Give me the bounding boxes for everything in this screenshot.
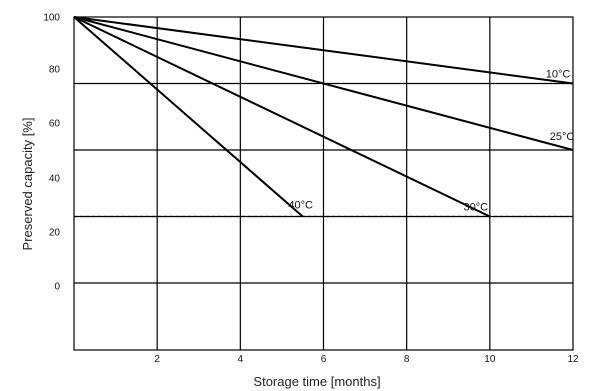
x-tick-label: 10 xyxy=(484,354,496,365)
series-line xyxy=(73,16,574,151)
series-group: 10°C 25°C 30°C 40°C xyxy=(73,16,575,218)
series-label: 30°C xyxy=(464,202,489,214)
x-tick-label: 2 xyxy=(154,354,160,365)
x-tick-label: 6 xyxy=(321,354,327,365)
x-tick-label: 8 xyxy=(404,354,410,365)
y-tick-label: 80 xyxy=(49,65,61,76)
x-tick-label: 12 xyxy=(567,354,579,365)
series-label: 25°C xyxy=(550,131,575,143)
x-tick-label: 4 xyxy=(238,354,244,365)
y-tick-label: 40 xyxy=(49,174,61,185)
y-tick-label: 60 xyxy=(49,119,61,130)
series-label: 40°C xyxy=(288,200,313,212)
y-tick-label: 20 xyxy=(49,228,61,239)
x-axis-label: Storage time [months] xyxy=(253,374,380,389)
series-line xyxy=(73,16,304,218)
y-axis-label: Preserved capacity [%] xyxy=(20,118,35,251)
series-line xyxy=(73,16,491,218)
series-line xyxy=(73,16,574,85)
grid xyxy=(73,16,574,351)
y-tick-label: 0 xyxy=(54,282,60,293)
x-tick-labels: 2 4 6 8 10 12 xyxy=(154,354,579,365)
y-tick-labels: 100 80 60 40 20 0 xyxy=(43,13,60,293)
series-label: 10°C xyxy=(546,69,571,81)
y-tick-label: 100 xyxy=(43,13,60,24)
